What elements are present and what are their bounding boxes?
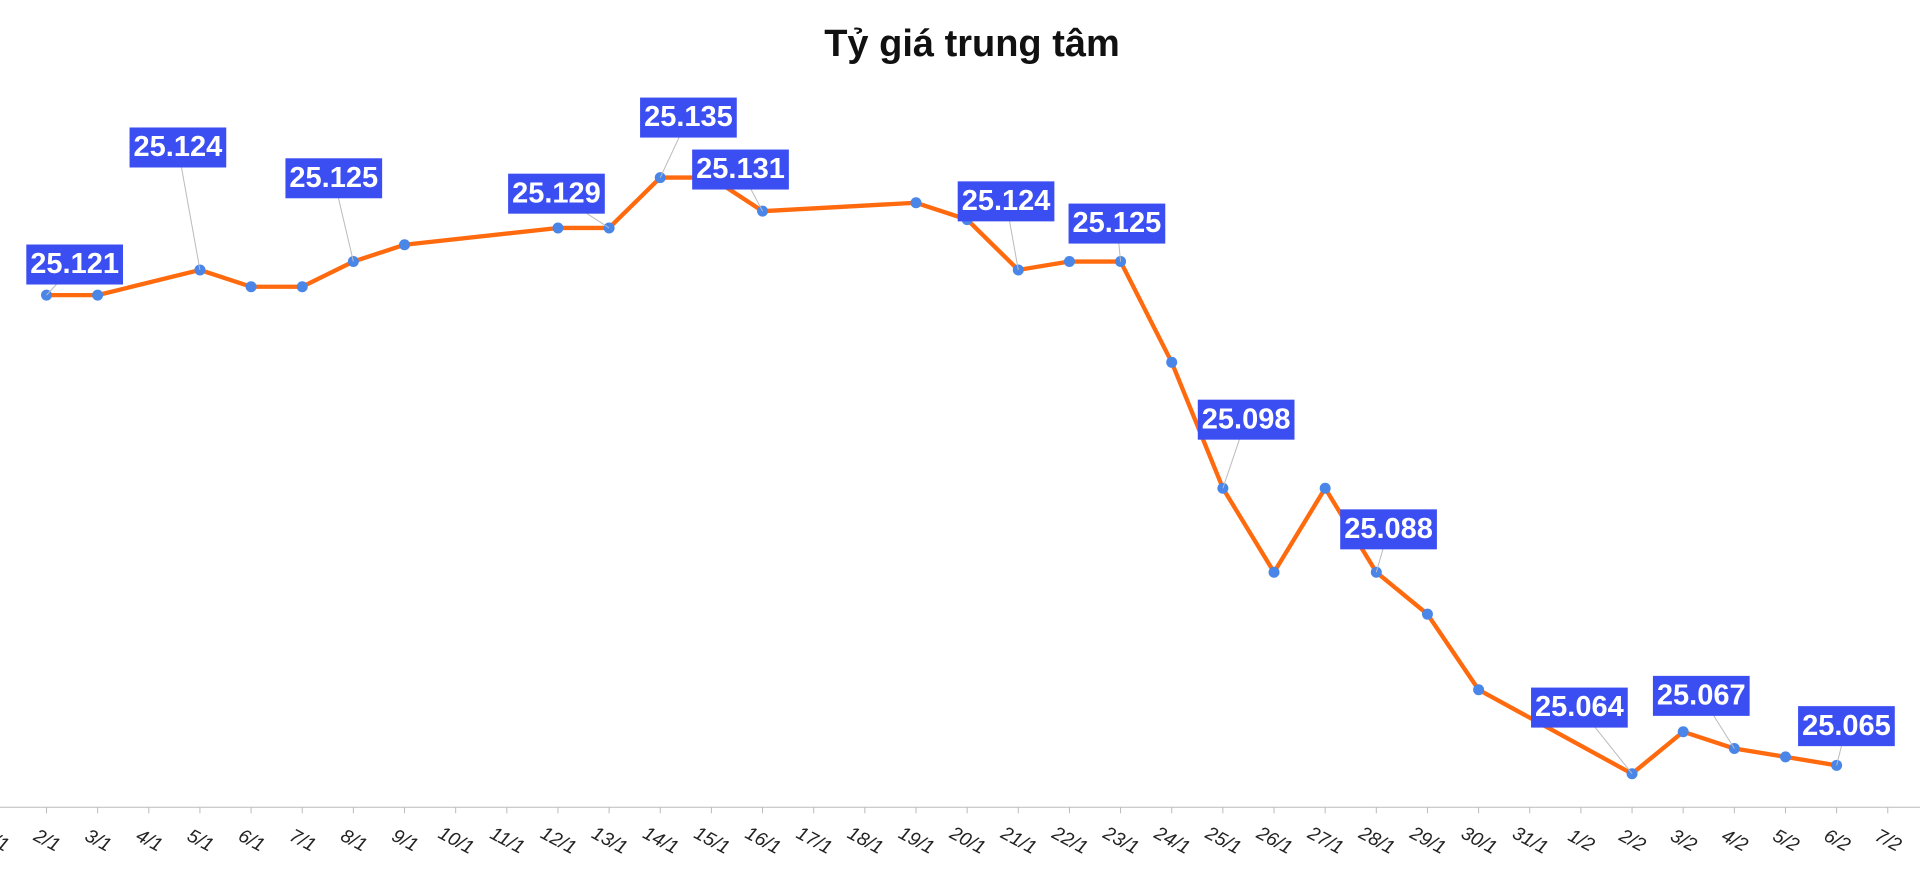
value-label-box bbox=[692, 149, 789, 190]
value-label-box bbox=[640, 97, 737, 138]
point bbox=[1421, 608, 1433, 620]
value-label: 25.125 bbox=[289, 162, 378, 194]
x-tick-label: 1/2 bbox=[1565, 825, 1599, 856]
value-label-group: 25.129 bbox=[508, 173, 605, 214]
value-label: 25.135 bbox=[644, 101, 733, 133]
value-label-box bbox=[285, 158, 383, 199]
x-tick-label: 3/2 bbox=[1667, 825, 1701, 856]
x-tick-label: 2/2 bbox=[1615, 825, 1649, 857]
x-tick-label: 17/1 bbox=[793, 823, 836, 859]
x-tick-label: 27/1 bbox=[1303, 822, 1346, 858]
value-label-box bbox=[1197, 399, 1295, 440]
value-label-box bbox=[1652, 675, 1750, 716]
chart-title: Tỷ giá trung tâm bbox=[824, 23, 1120, 65]
value-label-box bbox=[957, 181, 1055, 222]
x-tick-label: 6/1 bbox=[235, 825, 268, 856]
x-tick-label: 7/2 bbox=[1871, 825, 1905, 856]
x-tick-label: 22/1 bbox=[1048, 822, 1091, 858]
x-tick-label: 26/1 bbox=[1252, 822, 1295, 858]
x-tick-label: 2/1 bbox=[29, 825, 63, 856]
x-tick-label: 20/1 bbox=[945, 822, 988, 858]
x-tick-label: 12/1 bbox=[537, 823, 580, 859]
x-tick-label: 25/1 bbox=[1201, 822, 1244, 858]
x-tick-label: 10/1 bbox=[435, 823, 478, 859]
x-tick-label: 24/1 bbox=[1150, 822, 1193, 858]
x-tick-label: 31/1 bbox=[1509, 823, 1552, 859]
x-tick-label: 4/2 bbox=[1718, 825, 1752, 856]
x-tick-label: 28/1 bbox=[1354, 822, 1397, 858]
value-label-group: 25.124 bbox=[129, 127, 227, 168]
value-label-box bbox=[129, 127, 227, 168]
x-tick-label: 29/1 bbox=[1406, 822, 1449, 858]
value-label: 25.067 bbox=[1657, 680, 1746, 712]
line bbox=[46, 175, 1837, 776]
x-tick-label: 13/1 bbox=[588, 823, 631, 859]
value-label: 25.098 bbox=[1202, 403, 1291, 435]
leader-line bbox=[177, 147, 201, 271]
x-tick-label: 9/1 bbox=[388, 825, 421, 856]
point bbox=[1319, 482, 1331, 494]
point bbox=[92, 289, 104, 301]
x-tick-label: 6/2 bbox=[1820, 825, 1854, 856]
value-label-group: 25.125 bbox=[285, 158, 383, 199]
value-label-group: 25.131 bbox=[692, 149, 789, 190]
value-label-box bbox=[508, 173, 605, 214]
point bbox=[1063, 256, 1075, 268]
x-tick-label: 5/2 bbox=[1769, 825, 1803, 856]
x-tick-label: 4/1 bbox=[132, 825, 165, 856]
x-tick-label: 8/1 bbox=[337, 825, 370, 856]
value-label: 25.125 bbox=[1073, 207, 1162, 239]
point bbox=[1473, 684, 1485, 696]
value-label-box bbox=[26, 244, 124, 285]
point bbox=[1779, 751, 1791, 763]
x-tick-label: 1/1 bbox=[0, 825, 12, 856]
point bbox=[245, 281, 257, 293]
value-label-box bbox=[1068, 203, 1166, 244]
value-label: 25.064 bbox=[1535, 691, 1624, 723]
value-label: 25.124 bbox=[962, 185, 1051, 217]
value-label-group: 25.124 bbox=[957, 181, 1055, 222]
x-tick-label: 18/1 bbox=[844, 823, 887, 859]
value-label: 25.088 bbox=[1344, 513, 1433, 545]
value-label-box bbox=[1340, 509, 1437, 550]
point bbox=[552, 222, 564, 234]
x-tick-label: 5/1 bbox=[184, 825, 217, 856]
value-label: 25.065 bbox=[1802, 710, 1891, 742]
value-label-group: 25.135 bbox=[640, 97, 737, 138]
point bbox=[1677, 726, 1689, 738]
value-label: 25.129 bbox=[512, 177, 601, 209]
point bbox=[910, 197, 922, 209]
point bbox=[296, 281, 308, 293]
x-tick-label: 15/1 bbox=[690, 823, 733, 859]
x-tick-label: 30/1 bbox=[1458, 823, 1501, 859]
value-label: 25.121 bbox=[30, 248, 119, 280]
point bbox=[1268, 566, 1280, 578]
x-tick-label: 21/1 bbox=[996, 822, 1039, 858]
value-label-group: 25.088 bbox=[1340, 509, 1437, 550]
value-label-box bbox=[1798, 706, 1895, 747]
x-tick-label: 23/1 bbox=[1099, 822, 1142, 858]
value-label-group: 25.098 bbox=[1197, 399, 1295, 440]
value-label-box bbox=[1531, 687, 1628, 728]
x-tick-label: 7/1 bbox=[286, 825, 319, 856]
value-label-group: 25.065 bbox=[1798, 706, 1895, 747]
x-tick-label: 3/1 bbox=[81, 825, 114, 856]
value-label: 25.131 bbox=[696, 153, 785, 185]
point bbox=[1166, 356, 1178, 368]
x-tick-label: 11/1 bbox=[486, 823, 527, 858]
value-label-group: 25.064 bbox=[1531, 687, 1628, 728]
point bbox=[399, 239, 411, 251]
x-tick-label: 14/1 bbox=[639, 823, 682, 859]
x-tick-label: 16/1 bbox=[742, 823, 785, 859]
value-label-group: 25.067 bbox=[1652, 675, 1750, 716]
value-label: 25.124 bbox=[134, 131, 223, 163]
x-tick-label: 19/1 bbox=[895, 823, 938, 859]
value-label-group: 25.125 bbox=[1068, 203, 1166, 244]
value-label-group: 25.121 bbox=[26, 244, 124, 285]
